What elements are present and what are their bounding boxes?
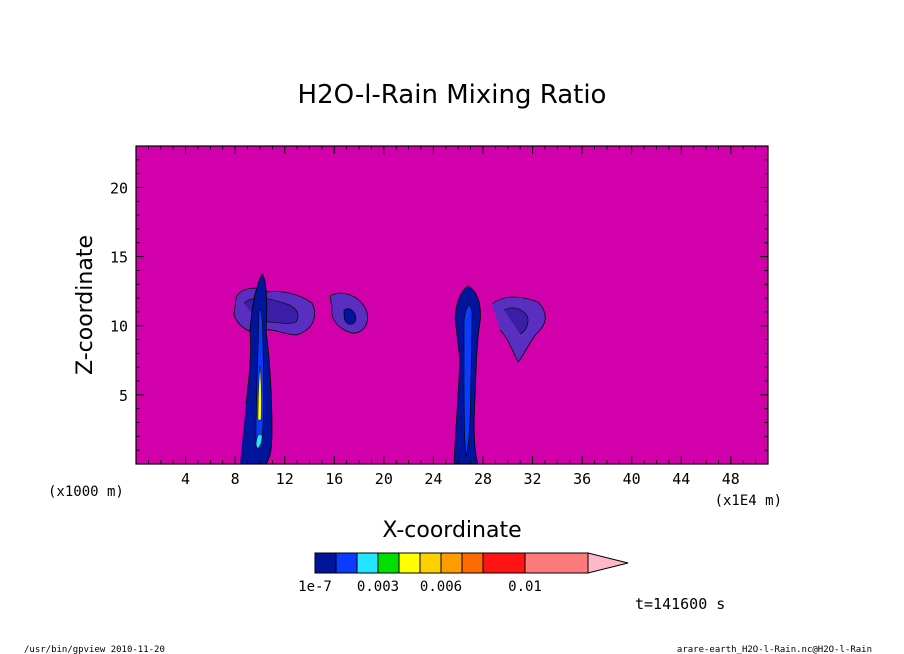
footer-right: arare-earth_H2O-l-Rain.nc@H2O-l-Rain: [677, 645, 872, 654]
plume-left: [240, 273, 273, 465]
y-axis-label: Z-coordinate: [73, 235, 98, 375]
plot-background: [136, 146, 768, 464]
x-tick-label: 40: [623, 470, 641, 488]
colorbar-segment: [314, 552, 337, 574]
colorbar-segment: [377, 552, 400, 574]
colorbar-tick-label: 0.01: [508, 579, 542, 595]
colorbar-segment: [461, 552, 484, 574]
x-axis-label: X-coordinate: [382, 518, 521, 543]
cell-left-mid-inner: [343, 308, 357, 325]
y-tick-label: 5: [119, 387, 128, 405]
cell-right-inner: [503, 307, 529, 335]
colorbar-labels: 1e-7 0.003 0.006 0.01: [298, 579, 542, 595]
colorbar-extend-arrow: [587, 552, 629, 574]
x-tick-label: 20: [375, 470, 393, 488]
colorbar-segment: [398, 552, 421, 574]
colorbar-segment: [419, 552, 442, 574]
plume-left-cyan: [255, 434, 263, 449]
x-tick-label: 8: [231, 470, 240, 488]
time-label: t=141600 s: [635, 595, 725, 613]
x-tick-label: 12: [276, 470, 294, 488]
y-unit-label: (x1000 m): [48, 484, 124, 500]
colorbar-tick-label: 0.006: [420, 579, 462, 595]
x-unit-label: (x1E4 m): [715, 493, 782, 509]
chart-title: H2O-l-Rain Mixing Ratio: [298, 80, 607, 110]
x-tick-label: 32: [524, 470, 542, 488]
x-tick-label: 4: [181, 470, 190, 488]
plume-right-core: [463, 305, 473, 457]
colorbar-segment: [524, 552, 589, 574]
colorbar-segment: [356, 552, 379, 574]
colorbar-tick-label: 0.003: [357, 579, 399, 595]
x-tick-label: 28: [474, 470, 492, 488]
x-tick-label: 24: [424, 470, 442, 488]
y-tick-label: 10: [110, 318, 128, 336]
footer-left: /usr/bin/gpview 2010-11-20: [24, 645, 165, 654]
x-tick-label: 48: [722, 470, 740, 488]
x-tick-label: 44: [672, 470, 690, 488]
plot-frame: [135, 145, 769, 465]
contour-features: [233, 273, 546, 465]
colorbar-segment: [440, 552, 463, 574]
x-ticks: 4 8 12 16 20 24 28 32 36 40 44 48: [147, 146, 757, 488]
colorbar-segment: [482, 552, 526, 574]
colorbar-tick-label: 1e-7: [298, 579, 332, 595]
y-tick-label: 15: [110, 249, 128, 267]
y-tick-label: 20: [110, 179, 128, 197]
plume-left-peak: [257, 365, 262, 421]
colorbar: [314, 552, 629, 574]
colorbar-segment: [335, 552, 358, 574]
x-tick-label: 36: [573, 470, 591, 488]
x-tick-label: 16: [325, 470, 343, 488]
y-ticks: 5 10 15 20: [110, 159, 768, 451]
